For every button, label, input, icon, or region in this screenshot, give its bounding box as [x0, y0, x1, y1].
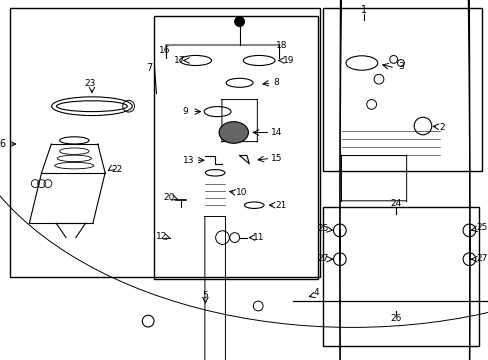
Text: 11: 11	[253, 233, 264, 242]
Text: 2: 2	[439, 123, 445, 132]
Text: 8: 8	[273, 78, 279, 87]
Circle shape	[234, 17, 244, 27]
Text: 4: 4	[313, 288, 319, 297]
Text: 7: 7	[146, 63, 152, 73]
Bar	[322, 207, 478, 346]
Text: 6: 6	[0, 139, 5, 149]
Text: 10: 10	[236, 188, 247, 197]
Text: 19: 19	[282, 56, 294, 65]
Text: 12: 12	[155, 233, 167, 242]
Bar	[322, 8, 481, 171]
Text: 13: 13	[182, 156, 194, 165]
Text: 17: 17	[174, 56, 185, 65]
Bar	[154, 16, 317, 279]
Ellipse shape	[219, 122, 248, 143]
Text: 18: 18	[276, 41, 287, 50]
Text: 27: 27	[316, 254, 328, 263]
Bar	[10, 8, 320, 277]
Text: 22: 22	[111, 165, 123, 174]
Text: 20: 20	[163, 193, 174, 202]
Text: 14: 14	[270, 128, 282, 137]
Text: 21: 21	[275, 201, 286, 210]
Text: 1: 1	[361, 5, 366, 15]
Text: 15: 15	[270, 154, 282, 163]
Text: 16: 16	[159, 46, 170, 55]
Text: 3: 3	[397, 62, 403, 71]
Text: 27: 27	[475, 254, 487, 263]
Text: 26: 26	[389, 314, 401, 323]
Text: 23: 23	[84, 79, 96, 88]
Text: 5: 5	[202, 291, 208, 300]
Text: 9: 9	[182, 107, 187, 116]
Text: 25: 25	[475, 223, 487, 232]
Text: 25: 25	[316, 224, 328, 233]
Text: 24: 24	[389, 199, 401, 208]
